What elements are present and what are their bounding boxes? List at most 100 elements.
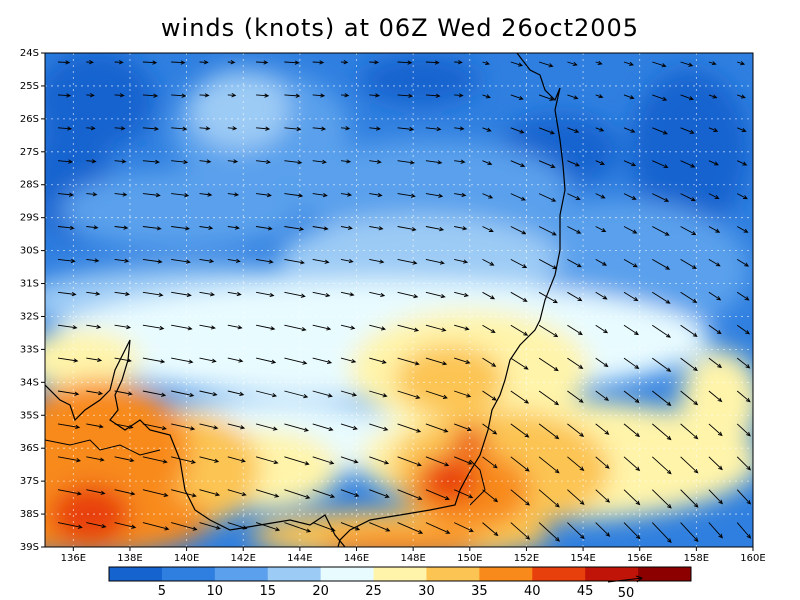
wind-arrow bbox=[652, 291, 671, 304]
wind-arrow bbox=[736, 357, 751, 369]
wind-arrow bbox=[397, 456, 422, 467]
wind-arrow bbox=[284, 456, 310, 466]
wind-arrow bbox=[86, 60, 94, 65]
wind-arrow bbox=[171, 291, 192, 298]
wind-arrow bbox=[538, 226, 557, 236]
wind-arrow bbox=[86, 522, 107, 529]
colorbar-label: 15 bbox=[259, 584, 276, 599]
wind-arrow bbox=[369, 93, 381, 98]
wind-arrow bbox=[454, 423, 472, 431]
wind-arrow bbox=[652, 324, 671, 338]
colorbar-swatch bbox=[214, 567, 269, 581]
wind-arrow bbox=[454, 192, 467, 198]
wind-arrow bbox=[652, 193, 670, 202]
wind-arrow bbox=[57, 60, 71, 65]
wind-arrow bbox=[199, 225, 214, 230]
wind-arrow bbox=[369, 390, 388, 398]
wind-arrow bbox=[369, 291, 386, 298]
wind-arrow bbox=[425, 324, 447, 332]
lon-tick-label: 146E bbox=[344, 553, 369, 564]
wind-arrow bbox=[680, 522, 699, 542]
wind-arrow bbox=[651, 522, 672, 543]
wind-arrow bbox=[142, 126, 160, 131]
wind-arrow bbox=[623, 94, 635, 100]
wind-arrow bbox=[708, 226, 721, 233]
wind-arrow bbox=[255, 390, 278, 398]
wind-arrow bbox=[199, 390, 218, 397]
wind-arrow bbox=[227, 390, 245, 396]
wind-arrow bbox=[397, 226, 417, 232]
map-title: winds (knots) at 06Z Wed 26oct2005 bbox=[160, 14, 640, 42]
lat-tick-label: 27S bbox=[20, 147, 39, 158]
wind-arrow bbox=[369, 126, 381, 131]
wind-arrow bbox=[652, 127, 668, 135]
wind-arrow bbox=[114, 291, 131, 297]
wind-arrow bbox=[736, 522, 752, 539]
wind-arrow bbox=[538, 489, 560, 508]
wind-arrow bbox=[595, 390, 610, 401]
colorbar-swatch bbox=[109, 567, 163, 581]
colorbar-swatch bbox=[532, 567, 586, 581]
wind-arrow bbox=[114, 324, 132, 330]
wind-arrow bbox=[454, 226, 468, 231]
wind-arrow bbox=[227, 60, 236, 65]
wind-arrow bbox=[284, 291, 306, 298]
wind-arrow bbox=[86, 456, 105, 462]
lat-tick-label: 33S bbox=[20, 344, 39, 355]
wind-arrow bbox=[454, 126, 465, 131]
lat-tick-label: 30S bbox=[20, 246, 39, 257]
wind-arrow bbox=[142, 522, 170, 531]
wind-arrow bbox=[171, 258, 191, 264]
colorbar-swatch bbox=[426, 567, 480, 581]
wind-arrow bbox=[312, 258, 330, 264]
wind-arrow bbox=[340, 93, 350, 98]
wind-arrow bbox=[255, 489, 280, 498]
colorbar-swatch bbox=[479, 567, 533, 581]
wind-arrow bbox=[595, 489, 611, 503]
wind-arrow bbox=[114, 225, 129, 230]
wind-arrow bbox=[57, 291, 77, 297]
wind-arrow bbox=[652, 226, 670, 236]
colorbar-swatch bbox=[373, 567, 427, 581]
wind-arrow bbox=[454, 324, 470, 331]
wind-arrow bbox=[708, 357, 723, 369]
wind-arrow bbox=[57, 456, 81, 463]
wind-arrow bbox=[454, 357, 471, 364]
wind-arrow bbox=[708, 127, 719, 132]
wind-arrow bbox=[623, 127, 636, 133]
wind-arrow bbox=[340, 159, 352, 164]
wind-arrow bbox=[736, 324, 751, 335]
wind-arrow bbox=[256, 93, 270, 98]
wind-arrow bbox=[567, 456, 585, 471]
wind-arrow bbox=[256, 324, 276, 331]
wind-arrow bbox=[482, 258, 495, 266]
wind-arrow bbox=[312, 291, 331, 298]
wind-arrow bbox=[595, 193, 606, 199]
wind-arrow bbox=[567, 291, 583, 302]
wind-arrow bbox=[57, 324, 78, 330]
wind-arrow bbox=[623, 456, 641, 472]
wind-arrow bbox=[510, 94, 524, 101]
wind-arrow bbox=[256, 193, 272, 198]
wind-arrow bbox=[425, 258, 445, 265]
wind-arrow bbox=[369, 423, 389, 431]
lat-tick-label: 29S bbox=[20, 213, 39, 224]
wind-arrow bbox=[482, 193, 494, 199]
wind-arrow bbox=[567, 522, 585, 540]
wind-arrow bbox=[538, 259, 558, 270]
wind-arrow bbox=[510, 456, 530, 472]
wind-vectors bbox=[57, 60, 752, 543]
wind-arrow bbox=[680, 489, 699, 508]
wind-arrow bbox=[114, 93, 125, 98]
wind-arrow bbox=[623, 324, 639, 336]
wind-arrow bbox=[199, 357, 217, 363]
colorbar-swatch bbox=[585, 567, 639, 581]
wind-arrow bbox=[340, 489, 360, 497]
wind-arrow bbox=[199, 489, 221, 497]
wind-arrow bbox=[312, 456, 335, 465]
wind-arrow bbox=[482, 60, 490, 66]
wind-arrow bbox=[538, 160, 556, 168]
wind-arrow bbox=[397, 93, 414, 98]
wind-arrow bbox=[567, 127, 580, 133]
lat-tick-label: 31S bbox=[20, 279, 39, 290]
